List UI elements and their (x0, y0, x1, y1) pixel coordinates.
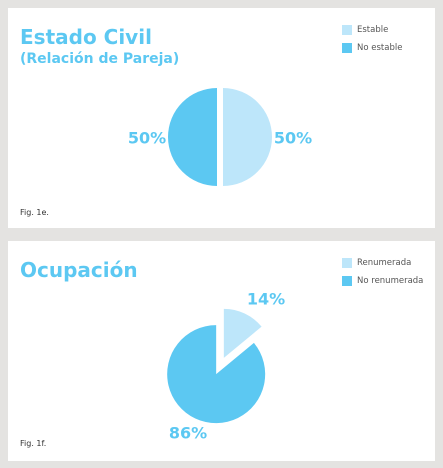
slice-label-estable: 50% (274, 129, 312, 148)
legend-label: No estable (357, 43, 403, 53)
pie-chart-ocupacion: 14% 86% (167, 290, 285, 443)
pie-slice-no-renumerada (167, 325, 266, 424)
legend-item-no-renumerada: No renumerada (342, 272, 423, 290)
slice-label-renumerada: 14% (247, 290, 285, 309)
pie-slice-renumerada (223, 308, 262, 358)
legend-item-renumerada: Renumerada (342, 254, 423, 272)
chart-title: Ocupación (20, 258, 138, 282)
legend-swatch-no-renumerada (342, 276, 352, 286)
legend-label: No renumerada (357, 276, 424, 286)
chart-card-ocupacion: Ocupación Renumerada No renumerada 14% 86… (8, 241, 435, 461)
legend-swatch-renumerada (342, 258, 352, 268)
legend: Estable No estable (342, 21, 402, 57)
pie-slice-no-estable (168, 88, 217, 186)
legend-swatch-no-estable (342, 43, 352, 53)
legend-label: Estable (357, 25, 389, 35)
chart-card-estado-civil: Estado Civil (Relación de Pareja) Establ… (8, 8, 435, 228)
figure-caption: Fig. 1e. (20, 208, 49, 217)
legend-item-estable: Estable (342, 21, 402, 39)
chart-subtitle: (Relación de Pareja) (20, 51, 180, 67)
pie-slice-estable (223, 88, 272, 186)
chart-title: Estado Civil (20, 25, 152, 49)
legend: Renumerada No renumerada (342, 254, 423, 290)
slice-label-no-estable: 50% (128, 129, 166, 148)
legend-item-no-estable: No estable (342, 39, 402, 57)
figure-caption: Fig. 1f. (20, 439, 47, 448)
legend-label: Renumerada (357, 258, 412, 268)
slice-label-no-renumerada: 86% (169, 424, 207, 443)
pie-chart-estado-civil: 50% 50% (128, 88, 312, 186)
legend-swatch-estable (342, 25, 352, 35)
